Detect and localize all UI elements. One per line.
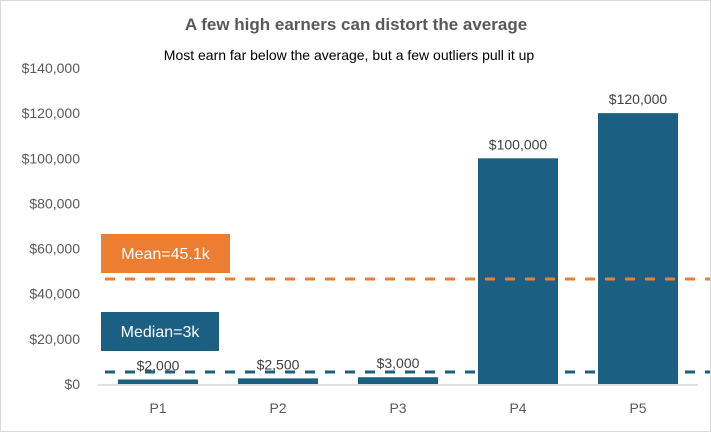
y-tick-label: $60,000 xyxy=(29,241,80,257)
bar-p2 xyxy=(238,378,318,384)
bar-p5 xyxy=(598,113,678,385)
data-label: $100,000 xyxy=(489,136,548,152)
median-label-box xyxy=(101,312,219,351)
bar-p3 xyxy=(358,377,438,384)
data-label: $3,000 xyxy=(377,355,420,371)
bar-p4 xyxy=(478,158,558,384)
x-tick-label: P1 xyxy=(149,400,166,416)
x-tick-label: P5 xyxy=(629,400,646,416)
data-label: $2,500 xyxy=(257,356,300,372)
y-tick-label: $100,000 xyxy=(22,150,81,166)
x-tick-label: P4 xyxy=(509,400,526,416)
y-tick-label: $0 xyxy=(64,376,80,392)
y-tick-label: $80,000 xyxy=(29,195,80,211)
x-tick-label: P3 xyxy=(389,400,406,416)
bar-p1 xyxy=(118,379,198,384)
x-tick-label: P2 xyxy=(269,400,286,416)
y-tick-label: $140,000 xyxy=(22,60,81,76)
y-tick-label: $120,000 xyxy=(22,105,81,121)
chart-subtitle: Most earn far below the average, but a f… xyxy=(164,47,535,63)
chart-title: A few high earners can distort the avera… xyxy=(185,15,527,34)
data-label: $2,000 xyxy=(137,357,180,373)
y-tick-label: $40,000 xyxy=(29,286,80,302)
median-label: Median=3k xyxy=(121,324,201,341)
data-label: $120,000 xyxy=(609,91,668,107)
y-tick-label: $20,000 xyxy=(29,331,80,347)
mean-label-box xyxy=(101,234,230,273)
mean-label: Mean=45.1k xyxy=(121,246,211,263)
